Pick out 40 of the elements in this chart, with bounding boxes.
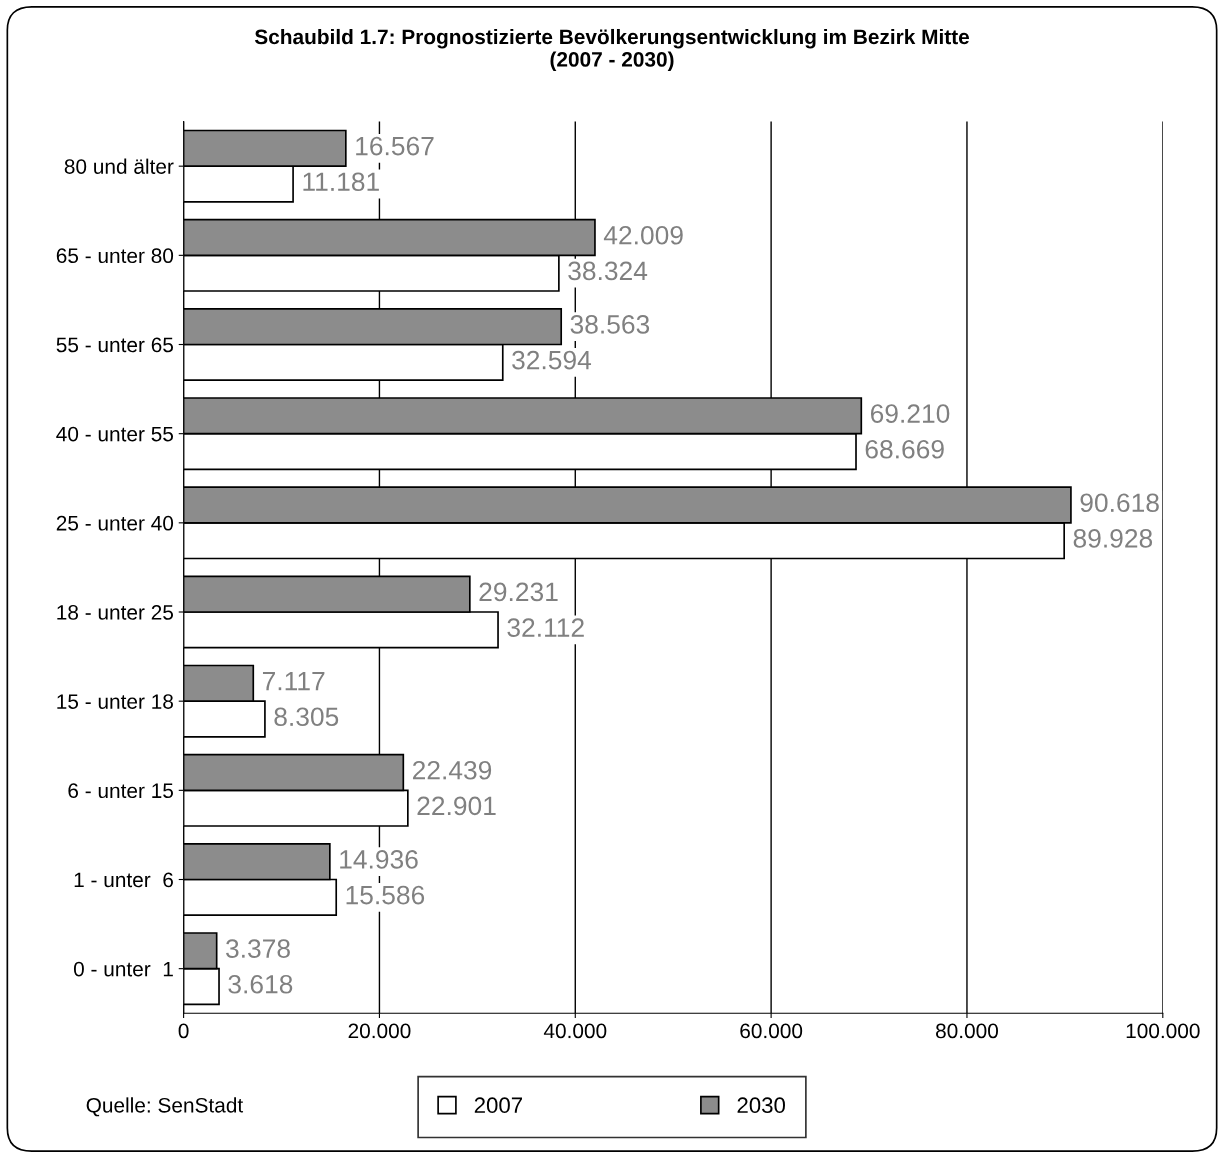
data-label: 38.324 <box>568 261 648 281</box>
chart-title: Schaubild 1.7: Prognostizierte Bevölkerungsentwicklung im Bezirk Mitte (2007 - 2030) <box>254 28 970 71</box>
data-label: 29.231 <box>479 582 558 602</box>
data-label: 22.439 <box>412 760 492 780</box>
x-tick-label: 40.000 <box>543 1023 607 1039</box>
data-label: 68.669 <box>865 439 944 459</box>
data-label: 32.112 <box>507 618 584 637</box>
data-label: 69.210 <box>870 404 950 423</box>
data-label: 15.586 <box>346 885 425 905</box>
data-label: 7.117 <box>262 672 325 691</box>
x-tick-label: 0 <box>178 1023 189 1039</box>
y-tick-label: 1 - unter 6 <box>74 872 173 888</box>
y-tick-label: 6 - unter 15 <box>68 783 174 799</box>
y-tick-label: 65 - unter 80 <box>56 248 174 264</box>
y-tick-label: 25 - unter 40 <box>56 515 174 531</box>
data-label: 22.901 <box>417 796 496 816</box>
data-label: 16.567 <box>356 136 434 156</box>
y-tick-label: 15 - unter 18 <box>57 694 173 709</box>
y-tick-label: 80 und älter <box>64 158 174 174</box>
source-note: Quelle: SenStadt <box>86 1097 244 1117</box>
y-tick-label: 40 - unter 55 <box>56 426 174 442</box>
data-label: 8.305 <box>274 707 339 727</box>
x-tick-label: 100.000 <box>1126 1023 1200 1039</box>
data-label: 38.563 <box>570 315 650 334</box>
data-label: 3.378 <box>226 939 290 958</box>
y-tick-label: 18 - unter 25 <box>57 605 174 620</box>
data-label: 3.618 <box>228 974 293 994</box>
x-tick-label: 80.000 <box>936 1023 999 1039</box>
data-label: 32.594 <box>512 350 592 370</box>
data-label: 42.009 <box>603 225 683 245</box>
x-tick-label: 20.000 <box>348 1023 411 1039</box>
legend-label: 2030 <box>737 1097 786 1114</box>
data-label: 89.928 <box>1073 529 1153 548</box>
x-tick-label: 60.000 <box>740 1023 803 1039</box>
y-tick-label: 0 - unter 1 <box>73 961 173 977</box>
data-label: 90.618 <box>1080 493 1159 513</box>
y-tick-label: 55 - unter 65 <box>56 337 174 353</box>
data-label: 14.936 <box>340 850 418 869</box>
data-label: 11.181 <box>303 172 379 192</box>
legend-label: 2007 <box>474 1097 522 1114</box>
